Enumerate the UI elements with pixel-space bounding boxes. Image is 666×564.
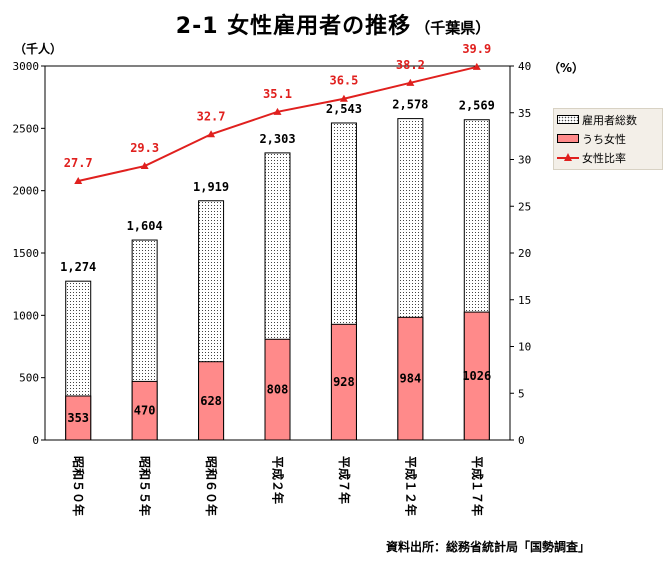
ratio-value-label: 32.7: [197, 109, 226, 123]
y-right-tick-label: 0: [518, 434, 525, 447]
category-label: 昭和５０年: [71, 456, 86, 516]
ratio-value-label: 38.2: [396, 58, 425, 72]
ratio-point: [207, 130, 216, 138]
y-left-tick-label: 500: [19, 372, 39, 385]
total-value-label: 1,919: [193, 180, 229, 194]
legend-swatch-total: [557, 115, 579, 124]
female-value-label: 808: [267, 383, 289, 397]
legend-item-female: うち女性: [554, 130, 662, 147]
left-axis-unit: （千人）: [14, 42, 63, 56]
bar-female: [198, 361, 225, 441]
bar-female: [463, 311, 490, 441]
y-right-tick-label: 25: [518, 200, 531, 213]
female-value-label: 353: [67, 411, 89, 425]
bar-female: [397, 316, 424, 441]
y-right-tick-label: 5: [518, 387, 525, 400]
bar-female: [264, 338, 291, 441]
y-left-tick-label: 2500: [13, 122, 40, 135]
total-value-label: 2,578: [392, 98, 428, 112]
ratio-value-label: 36.5: [329, 74, 358, 88]
female-value-label: 928: [333, 375, 355, 389]
ratio-value-label: 35.1: [263, 87, 292, 101]
bar-female: [330, 323, 357, 441]
bar-female: [131, 380, 158, 441]
female-value-label: 984: [400, 372, 422, 386]
y-left-tick-label: 1000: [13, 309, 40, 322]
y-right-tick-label: 30: [518, 154, 531, 167]
chart-title: 2-1 女性雇用者の推移 （千葉県）: [0, 8, 666, 40]
bar-female: [65, 395, 92, 441]
y-left-tick-label: 3000: [13, 60, 40, 73]
ratio-point: [273, 107, 282, 115]
legend-label-total: 雇用者総数: [582, 113, 637, 127]
legend-label-female: うち女性: [582, 132, 626, 146]
category-label: 平成１２年: [403, 456, 418, 516]
legend-item-ratio: 女性比率: [554, 149, 662, 166]
y-right-tick-label: 20: [518, 247, 531, 260]
legend: 雇用者総数 うち女性 女性比率: [553, 108, 663, 170]
category-label: 昭和６０年: [204, 456, 219, 516]
ratio-point: [339, 94, 348, 102]
category-label: 平成２年: [271, 456, 286, 504]
total-value-label: 1,274: [60, 260, 96, 274]
right-axis-unit: （%）: [548, 61, 585, 75]
source-note: 資料出所：総務省統計局「国勢調査」: [386, 540, 591, 554]
y-right-tick-label: 15: [518, 294, 531, 307]
y-left-tick-label: 2000: [13, 185, 40, 198]
female-value-label: 470: [134, 404, 156, 418]
female-value-label: 1026: [462, 369, 491, 383]
ratio-value-label: 39.9: [462, 42, 491, 56]
ratio-point: [406, 78, 415, 86]
ratio-point: [472, 62, 481, 70]
category-label: 平成１７年: [470, 456, 485, 516]
y-left-tick-label: 1500: [13, 247, 40, 260]
legend-swatch-female: [557, 134, 579, 143]
title-main: 2-1 女性雇用者の推移: [175, 14, 412, 39]
total-value-label: 2,543: [326, 102, 362, 116]
female-value-label: 628: [200, 394, 222, 408]
ratio-value-label: 29.3: [130, 141, 159, 155]
legend-label-ratio: 女性比率: [582, 151, 626, 165]
plot-area: 0 500 1000 1500 2000 2500 3000 0 5 10 15 20 25 30 35 40…: [13, 42, 532, 516]
y-right-tick-label: 10: [518, 341, 531, 354]
legend-item-total: 雇用者総数: [554, 111, 662, 128]
total-value-label: 2,569: [459, 99, 495, 113]
y-right-tick-label: 35: [518, 107, 531, 120]
total-value-label: 1,604: [127, 219, 163, 233]
title-sub: （千葉県）: [415, 19, 491, 37]
ratio-point: [140, 162, 149, 170]
legend-swatch-ratio: [557, 153, 579, 162]
ratio-value-label: 27.7: [64, 156, 93, 170]
y-right-tick-label: 40: [518, 60, 531, 73]
category-label: 昭和５５年: [138, 456, 153, 516]
ratio-point: [74, 177, 83, 185]
category-label: 平成７年: [337, 456, 352, 504]
y-left-tick-label: 0: [32, 434, 39, 447]
total-value-label: 2,303: [259, 132, 295, 146]
